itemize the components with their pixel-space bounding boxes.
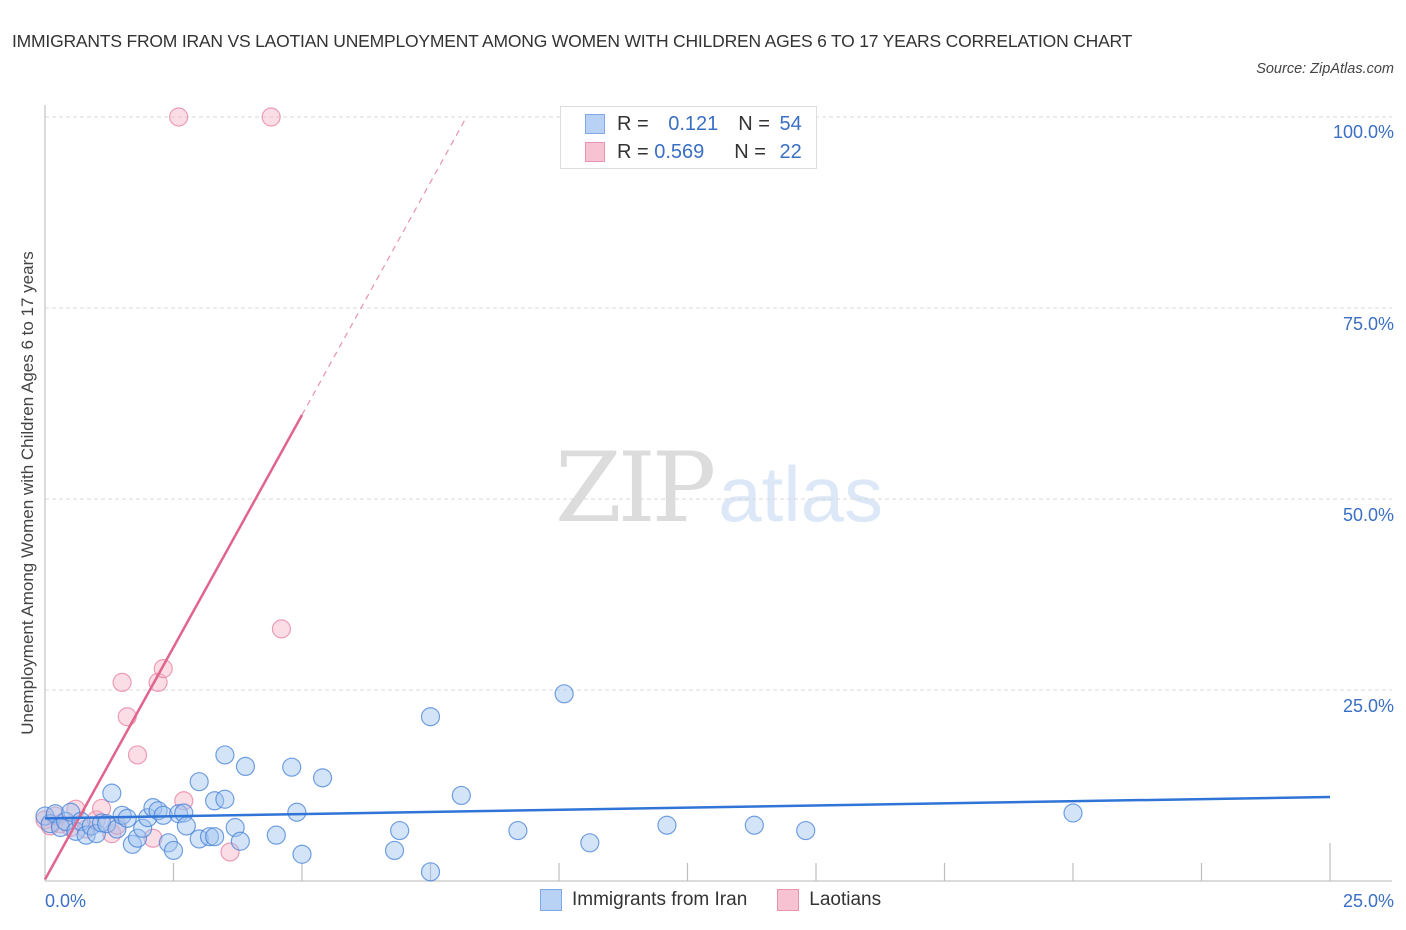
trend-lines xyxy=(43,116,1331,881)
y-tick-100: 100.0% xyxy=(1332,122,1394,142)
series-legend: Immigrants from Iran Laotians xyxy=(540,889,911,911)
chart-title: IMMIGRANTS FROM IRAN VS LAOTIAN UNEMPLOY… xyxy=(12,31,1133,51)
n-value: 54 xyxy=(779,112,802,135)
n-label: N = xyxy=(738,112,776,135)
y-tick-25: 25.0% xyxy=(1342,696,1394,716)
r-value: 0.569 xyxy=(654,140,705,163)
laotians-points xyxy=(35,107,292,862)
legend-item-iran[interactable]: Immigrants from Iran xyxy=(540,889,747,911)
y-axis-label: Unemployment Among Women with Children A… xyxy=(18,251,37,735)
source-label: Source: ZipAtlas.com xyxy=(1256,61,1394,77)
legend-item-laotians[interactable]: Laotians xyxy=(777,889,881,911)
blue-swatch-icon xyxy=(540,889,562,911)
blue-swatch-icon xyxy=(585,114,605,134)
axes xyxy=(44,105,1392,882)
x-tick-0: 0.0% xyxy=(45,891,87,911)
iran-points xyxy=(35,684,1083,882)
legend-label-laotians: Laotians xyxy=(809,889,882,910)
r-value: 0.121 xyxy=(668,112,719,135)
legend-row-laotians: R = 0.569 N = 22 xyxy=(585,139,802,165)
pink-swatch-icon xyxy=(777,889,800,911)
y-tick-75: 75.0% xyxy=(1342,314,1394,334)
n-value: 22 xyxy=(779,140,802,163)
y-tick-50: 50.0% xyxy=(1342,505,1394,525)
r-label: R = xyxy=(617,140,655,163)
watermark: ZIPatlas xyxy=(555,440,883,537)
pink-swatch-icon xyxy=(585,142,605,162)
n-label: N = xyxy=(734,140,772,163)
legend-row-iran: R = 0.121 N = 54 xyxy=(585,111,802,137)
watermark-atlas: atlas xyxy=(718,450,883,538)
watermark-zip: ZIP xyxy=(555,432,716,544)
gridlines xyxy=(45,116,1392,691)
correlation-legend: R = 0.121 N = 54 R = 0.569 N = 22 xyxy=(560,106,817,169)
x-tick-25: 25.0% xyxy=(1342,891,1394,911)
r-label: R = xyxy=(617,112,655,135)
legend-label-iran: Immigrants from Iran xyxy=(572,889,748,910)
